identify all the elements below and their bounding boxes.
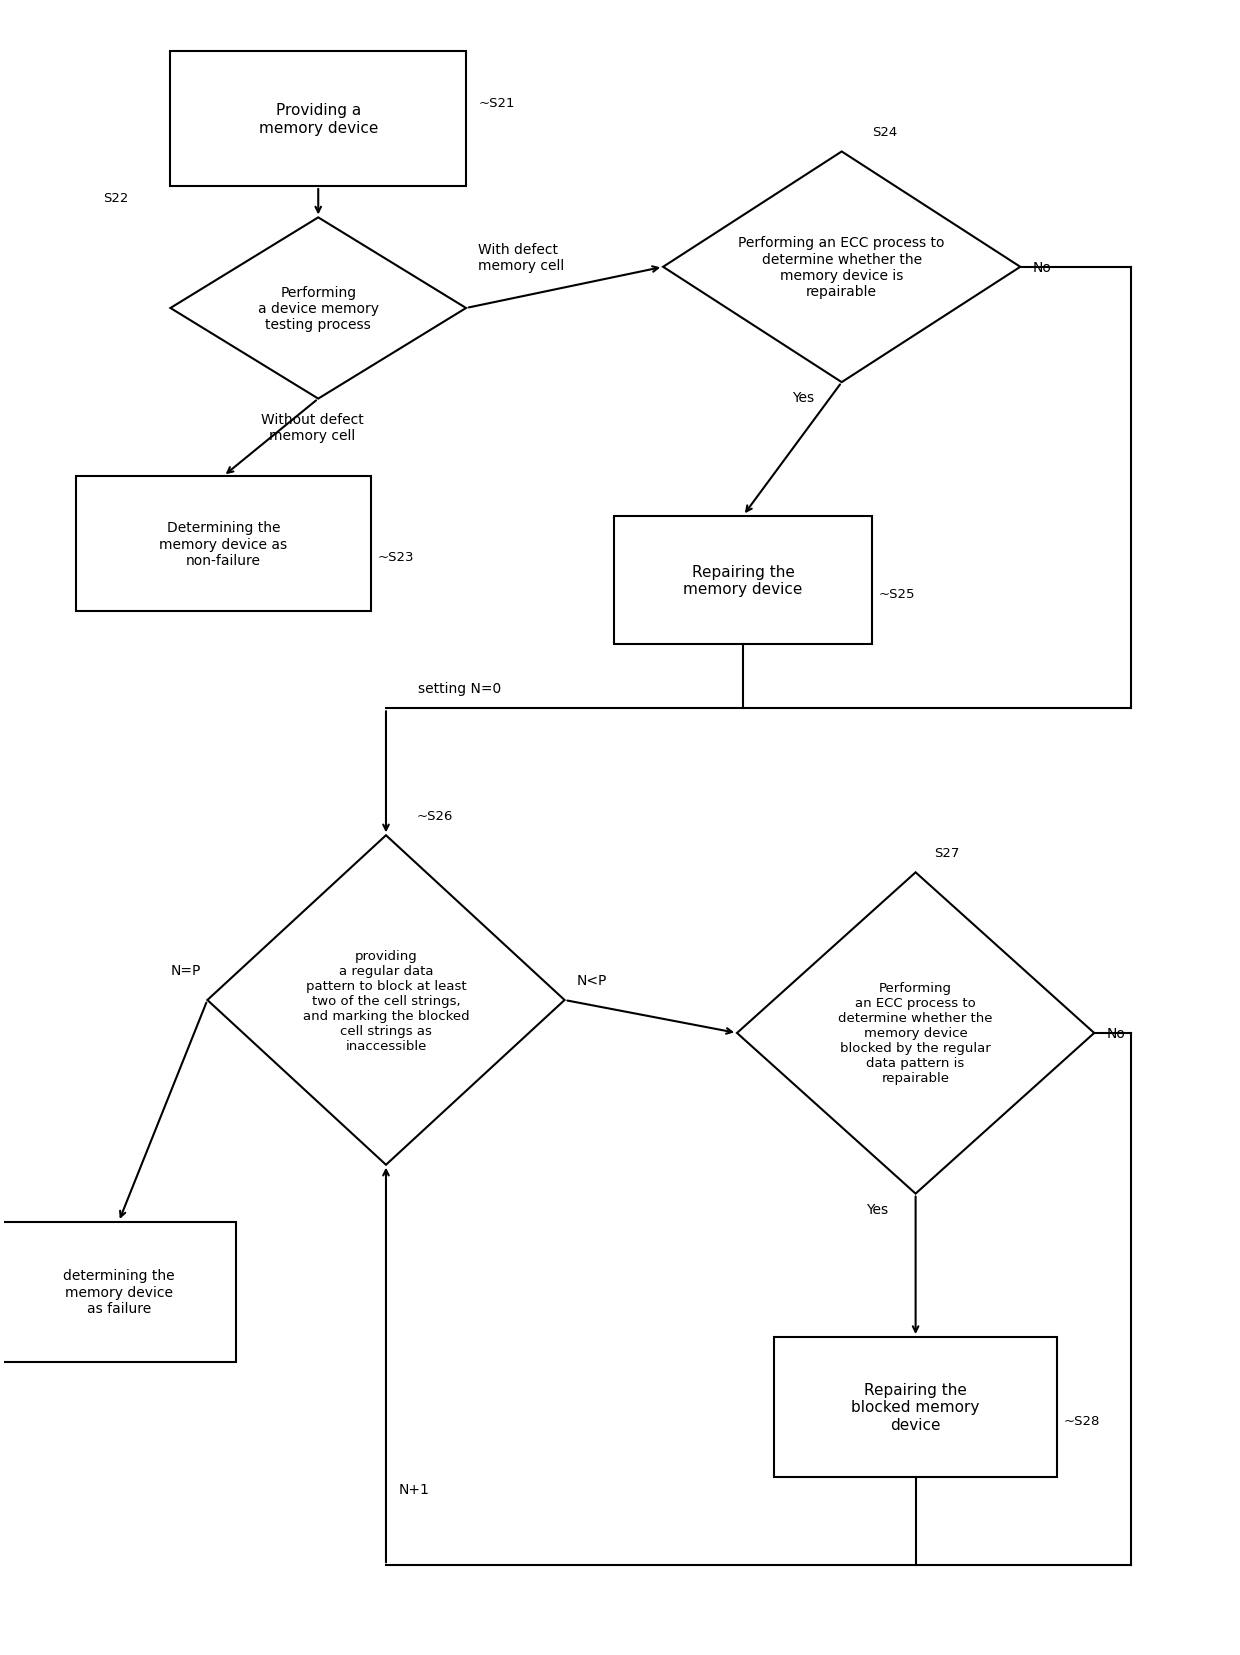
Text: ~S25: ~S25 [879,588,915,601]
Polygon shape [207,836,564,1165]
Text: N=P: N=P [171,963,201,978]
Text: ~S28: ~S28 [1064,1413,1100,1427]
Text: Determining the
memory device as
non-failure: Determining the memory device as non-fai… [160,521,288,568]
Text: N<P: N<P [577,973,608,988]
FancyBboxPatch shape [170,51,466,187]
Text: ~S23: ~S23 [377,551,414,564]
FancyBboxPatch shape [774,1337,1058,1478]
Text: Performing
a device memory
testing process: Performing a device memory testing proce… [258,286,378,333]
Polygon shape [737,872,1094,1193]
Text: No: No [1033,260,1052,275]
Text: ~S21: ~S21 [479,96,515,109]
Text: providing
a regular data
pattern to block at least
two of the cell strings,
and : providing a regular data pattern to bloc… [303,948,469,1053]
Text: setting N=0: setting N=0 [418,682,501,695]
Text: Repairing the
memory device: Repairing the memory device [683,564,802,597]
FancyBboxPatch shape [76,477,371,612]
Text: Repairing the
blocked memory
device: Repairing the blocked memory device [852,1382,980,1432]
FancyBboxPatch shape [1,1221,236,1362]
Text: No: No [1106,1026,1126,1041]
Text: N+1: N+1 [398,1483,429,1496]
Text: Performing an ECC process to
determine whether the
memory device is
repairable: Performing an ECC process to determine w… [739,237,945,300]
Text: ~S26: ~S26 [417,809,453,823]
Text: S27: S27 [934,846,960,859]
Text: Providing a
memory device: Providing a memory device [259,103,378,136]
Polygon shape [170,218,466,399]
Text: Yes: Yes [792,391,815,405]
Text: With defect
memory cell: With defect memory cell [479,242,564,273]
Text: Without defect
memory cell: Without defect memory cell [260,412,363,444]
Polygon shape [663,152,1021,382]
FancyBboxPatch shape [614,516,873,645]
Text: determining the
memory device
as failure: determining the memory device as failure [63,1269,175,1316]
Text: Yes: Yes [867,1202,888,1216]
Text: S22: S22 [103,192,128,205]
Text: Performing
an ECC process to
determine whether the
memory device
blocked by the : Performing an ECC process to determine w… [838,981,993,1084]
Text: S24: S24 [873,126,898,139]
